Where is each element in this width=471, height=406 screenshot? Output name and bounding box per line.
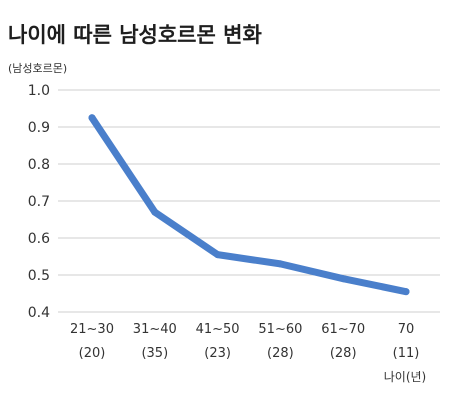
y-tick-label: 0.4 [28,305,50,321]
data-point [151,208,159,216]
series-line [88,114,410,296]
gridlines [58,89,440,313]
y-tick-label: 0.5 [28,268,50,284]
x-category-label: 31~40 [133,322,177,337]
chart-title: 나이에 따른 남성호르몬 변화 [8,23,262,47]
x-category-label: 41~50 [196,322,240,337]
data-point [402,288,410,296]
x-sample-size-label: (20) [79,346,106,361]
x-sample-size-label: (23) [204,346,231,361]
x-sample-size-label: (28) [330,346,357,361]
y-tick-label: 0.8 [28,157,50,173]
x-axis-label: 나이(년) [384,370,426,384]
y-tick-label: 0.7 [28,194,50,210]
y-axis-label: (남성호르몬) [8,62,67,75]
y-tick-label: 0.6 [28,231,50,247]
x-sample-size-label: (28) [267,346,294,361]
x-sample-size-label: (35) [141,346,168,361]
x-category-label: 51~60 [258,322,302,337]
x-category-label: 21~30 [70,322,114,337]
data-point [339,275,347,283]
y-tick-label: 0.9 [28,120,50,136]
y-tick-labels: 1.0 0.9 0.8 0.7 0.6 0.5 0.4 [28,83,50,321]
data-point [276,260,284,268]
data-point [214,251,222,259]
x-sample-size-label: (11) [393,346,420,361]
y-tick-label: 1.0 [28,83,50,99]
x-tick-labels: 21~30 (20) 31~40 (35) 41~50 (23) 51~60 (28) 61~7… [70,322,419,361]
data-point [88,114,96,122]
x-category-label: 70 [398,322,415,337]
series-layer [88,114,410,296]
x-category-label: 61~70 [321,322,365,337]
